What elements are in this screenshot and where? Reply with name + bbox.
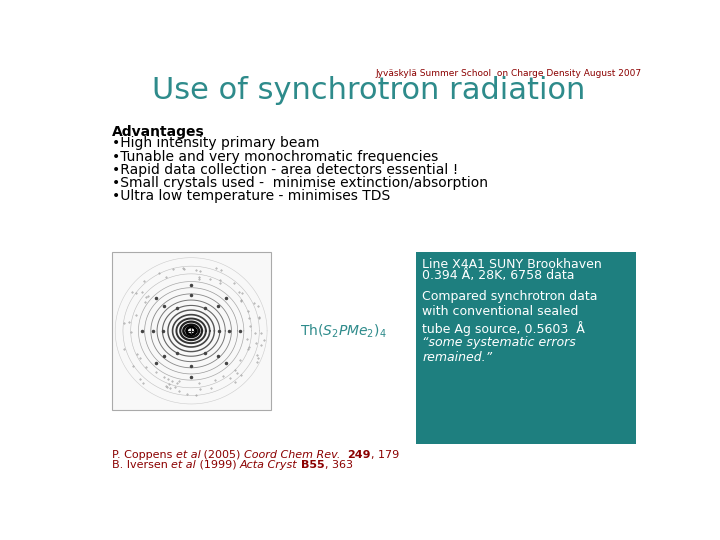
Text: 0.394 Å, 28K, 6758 data: 0.394 Å, 28K, 6758 data <box>423 269 575 282</box>
Text: 249: 249 <box>348 450 371 460</box>
Text: P. Coppens: P. Coppens <box>112 450 176 460</box>
Text: Acta Cryst: Acta Cryst <box>240 460 301 470</box>
Text: Advantages: Advantages <box>112 125 204 139</box>
Text: Coord Chem Rev.: Coord Chem Rev. <box>244 450 341 460</box>
Text: Use of synchrotron radiation: Use of synchrotron radiation <box>153 76 585 105</box>
Text: B55: B55 <box>301 460 325 470</box>
FancyBboxPatch shape <box>415 252 636 444</box>
Text: •Tunable and very monochromatic frequencies: •Tunable and very monochromatic frequenc… <box>112 150 438 164</box>
Text: •High intensity primary beam: •High intensity primary beam <box>112 137 319 151</box>
Text: , 179: , 179 <box>371 450 400 460</box>
Text: •Ultra low temperature - minimises TDS: •Ultra low temperature - minimises TDS <box>112 189 390 202</box>
Text: •Small crystals used -  minimise extinction/absorption: •Small crystals used - minimise extincti… <box>112 176 487 190</box>
Text: B. Iversen: B. Iversen <box>112 460 171 470</box>
FancyBboxPatch shape <box>112 252 271 410</box>
Text: “some systematic errors
remained.”: “some systematic errors remained.” <box>423 336 576 363</box>
Text: •Rapid data collection - area detectors essential !: •Rapid data collection - area detectors … <box>112 163 458 177</box>
Text: Compared synchrotron data
with conventional sealed
tube Ag source, 0.5603  Å: Compared synchrotron data with conventio… <box>423 291 598 336</box>
Text: Th$(S_2PMe_2)_4$: Th$(S_2PMe_2)_4$ <box>300 322 387 340</box>
Text: (2005): (2005) <box>200 450 244 460</box>
Text: , 363: , 363 <box>325 460 353 470</box>
Text: et al: et al <box>176 450 200 460</box>
Text: Jyväskylä Summer School  on Charge Density August 2007: Jyväskylä Summer School on Charge Densit… <box>376 70 642 78</box>
Text: Line X4A1 SUNY Brookhaven: Line X4A1 SUNY Brookhaven <box>423 258 602 271</box>
Text: (1999): (1999) <box>196 460 240 470</box>
Text: et al: et al <box>171 460 196 470</box>
